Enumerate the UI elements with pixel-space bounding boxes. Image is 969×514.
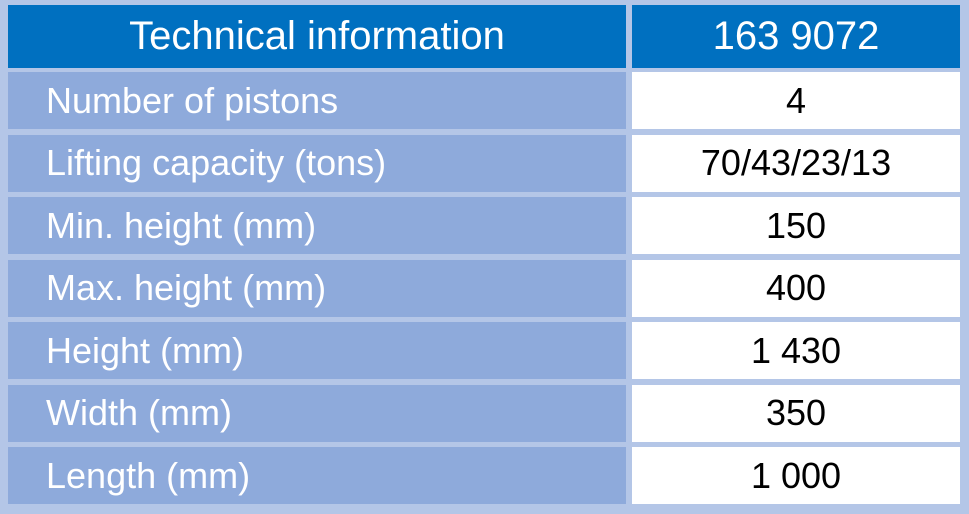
row-value: 70/43/23/13	[632, 134, 960, 192]
row-label: Number of pistons	[8, 72, 626, 129]
row-value: 1 430	[632, 322, 960, 379]
row-value: 1 000	[632, 447, 960, 504]
row-label: Length (mm)	[8, 447, 626, 504]
header-value: 163 9072	[632, 5, 960, 68]
row-label: Min. height (mm)	[8, 197, 626, 254]
row-label: Height (mm)	[8, 322, 626, 379]
row-label: Lifting capacity (tons)	[8, 134, 626, 192]
row-value: 4	[632, 72, 960, 129]
row-label: Width (mm)	[8, 384, 626, 442]
header-title: Technical information	[8, 5, 626, 68]
row-label: Max. height (mm)	[8, 259, 626, 317]
row-value: 350	[632, 384, 960, 442]
row-value: 150	[632, 197, 960, 254]
row-value: 400	[632, 259, 960, 317]
